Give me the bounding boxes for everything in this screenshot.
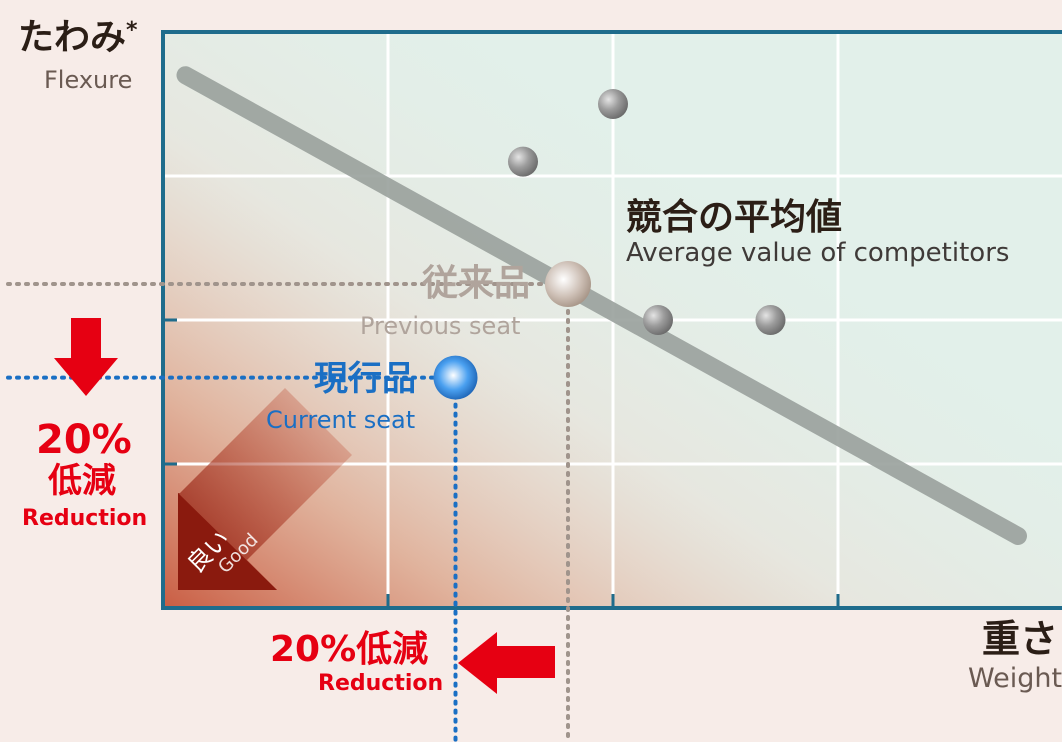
asterisk: * [126,18,138,43]
previous-seat-point [545,261,591,307]
y-reduction-label-en: Reduction [22,506,148,531]
competitor-point [598,89,628,119]
axes [161,30,1062,610]
good-arrow [178,388,352,590]
y-axis-label-jp: たわみ* [18,17,138,58]
axis-frame [161,30,1062,610]
previous-label-jp: 従来品 [422,263,531,304]
x-reduction-label-jp: 20%低減 [270,629,429,670]
trend-label-en: Average value of competitors [626,238,1010,268]
trend-line [176,66,1027,545]
trend-label-jp: 競合の平均値 [626,197,843,238]
left-arrow-icon [458,632,555,694]
y-reduction-percent: 20% [36,417,132,463]
data-points [433,89,786,400]
current-label-en: Current seat [266,406,416,434]
competitor-point [643,305,673,335]
y-axis-label-en: Flexure [44,66,133,94]
y-reduction-label-jp: 低減 [48,461,116,501]
previous-label-en: Previous seat [360,312,521,340]
current-label-jp: 現行品 [314,359,416,399]
x-reduction-label-en: Reduction [318,671,444,696]
x-axis-label-jp: 重さ [982,617,1059,661]
x-axis-label-en: Weight [968,663,1062,694]
current-seat-point [433,355,478,400]
competitor-point [508,146,538,177]
down-arrow-icon [54,318,118,396]
competitor-point [755,305,786,335]
